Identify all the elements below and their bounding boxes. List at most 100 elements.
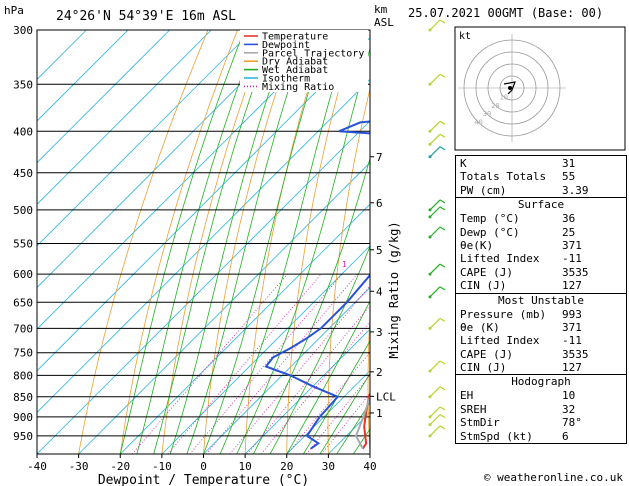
wind-barb-staff (429, 406, 441, 418)
mixing-ratio-label: 1 (342, 260, 347, 269)
isotherm-line (286, 370, 370, 454)
legend-box (240, 30, 368, 92)
surface-value: 3535 (562, 265, 589, 279)
surface-value: 25 (562, 225, 576, 239)
temperature-tick-label: -40 (27, 460, 47, 473)
pressure-tick-label: 900 (13, 411, 33, 424)
wind-barb-staff (429, 19, 441, 31)
most-unstable-row: Pressure (mb) 993 (456, 308, 626, 321)
km-axis-unit: km (374, 3, 388, 16)
hodograph-trace (503, 81, 516, 95)
pressure-tick-label: 600 (13, 268, 33, 281)
wind-barb-dot (428, 423, 432, 427)
legend-label: Temperature (262, 32, 328, 43)
hodograph-frame (454, 26, 626, 151)
x-axis-title: Dewpoint / Temperature (°C) (98, 473, 309, 486)
wind-barb-flag (439, 425, 446, 430)
location-title: 24°26'N 54°39'E 16m ASL (56, 9, 236, 24)
wind-barb-dot (428, 272, 432, 276)
wind-barb-staff (429, 120, 441, 132)
hpa-axis-unit: hPa (4, 4, 24, 17)
parcel-trajectory-line (354, 394, 370, 450)
wind-barbs (428, 19, 446, 438)
pressure-tick-label: 950 (13, 430, 33, 443)
surface-row: CAPE (J) 3535 (456, 266, 626, 279)
most-unstable-value: 993 (562, 307, 582, 321)
wind-barb-dot (428, 395, 432, 399)
pressure-tick-label: 300 (13, 24, 33, 37)
legend-label: Mixing Ratio (262, 82, 334, 93)
axes: 3003504004505005506006507007508008509009… (13, 24, 401, 486)
wind-barb-dot (428, 155, 432, 159)
wind-barb-flag (439, 226, 446, 231)
hodograph-ring-label: 20 (491, 102, 499, 110)
surface-label: CAPE (J) (460, 265, 513, 279)
index-row: Totals Totals 55 (456, 170, 626, 183)
hodograph-stat-row: SREH 32 (456, 403, 626, 416)
pressure-tick-label: 650 (13, 296, 33, 309)
most-unstable-value: -11 (562, 334, 582, 348)
wind-barb-dot (428, 208, 432, 212)
wind-barb-staff (429, 133, 441, 145)
footer-credit[interactable]: © weatheronline.co.uk (483, 471, 623, 484)
km-tick-label: 4 (376, 285, 383, 298)
index-value: 3.39 (562, 183, 589, 197)
pressure-tick-label: 700 (13, 322, 33, 335)
mixing-ratio-label: 3 (404, 260, 409, 269)
isotherm-line (78, 162, 370, 454)
isotherm-line (37, 30, 295, 289)
most-unstable-label: θe (K) (460, 320, 500, 334)
index-value: 55 (562, 170, 576, 184)
wind-barb-flag (439, 206, 446, 211)
isotherm-line (244, 328, 370, 454)
wind-barb-dot (428, 434, 432, 438)
hodograph-unit: kt (459, 31, 471, 42)
surface-label: Lifted Index (460, 252, 540, 266)
pressure-tick-label: 800 (13, 369, 33, 382)
index-label: PW (cm) (460, 183, 507, 197)
km-tick-label: 2 (376, 366, 383, 379)
wet-adiabat-line (303, 340, 370, 454)
isotherm-line (37, 120, 370, 454)
datetime-label: 25.07.2021 00GMT (Base: 00) (408, 6, 604, 20)
mixing-ratio-label: 4 (421, 260, 426, 269)
hodograph-panel-title: Hodograph (511, 375, 571, 389)
hodograph-ring-label: 10 (500, 93, 508, 101)
temperature-tick-label: 10 (239, 460, 252, 473)
wind-barb-staff (429, 206, 441, 218)
pressure-tick-label: 500 (13, 204, 33, 217)
most-unstable-row: θe (K) 371 (456, 321, 626, 334)
wet-adiabat-line (319, 372, 370, 454)
isobar-lines (37, 29, 370, 437)
dewpoint-line (264, 120, 370, 450)
storm-motion-marker (508, 86, 512, 90)
surface-label: Dewp (°C) (460, 225, 520, 239)
most-unstable-value: 371 (562, 320, 582, 334)
index-row: PW (cm) 3.39 (456, 184, 626, 197)
wind-barb-flag (439, 133, 446, 138)
hodograph-stat-value: 10 (562, 389, 576, 403)
hodograph-stat-row: StmSpd (kt) 6 (456, 430, 626, 443)
wind-barb-staff (429, 425, 441, 437)
wind-barb-staff (429, 414, 441, 426)
km-tick-label: 3 (376, 326, 383, 339)
most-unstable-row: Lifted Index -11 (456, 334, 626, 347)
wind-barb-flag (439, 360, 446, 365)
surface-value: 371 (562, 238, 582, 252)
dry-adiabat-line (367, 307, 370, 454)
temperature-tick-label: 30 (322, 460, 335, 473)
hodograph-stat-label: StmSpd (kt) (460, 429, 533, 443)
wind-barb-flag (439, 406, 446, 411)
isotherm-line (37, 30, 212, 205)
mixing-ratio-label: 2 (380, 260, 385, 269)
wind-barb-dot (428, 326, 432, 330)
legend-label: Dry Adiabat (262, 57, 328, 68)
mixing-ratio-axis-title: Mixing Ratio (g/kg) (387, 221, 401, 358)
legend-label: Dewpoint (262, 40, 310, 51)
wind-barb-staff (429, 286, 441, 298)
hodograph-stat-label: SREH (460, 402, 487, 416)
wind-barb-dot (428, 295, 432, 299)
